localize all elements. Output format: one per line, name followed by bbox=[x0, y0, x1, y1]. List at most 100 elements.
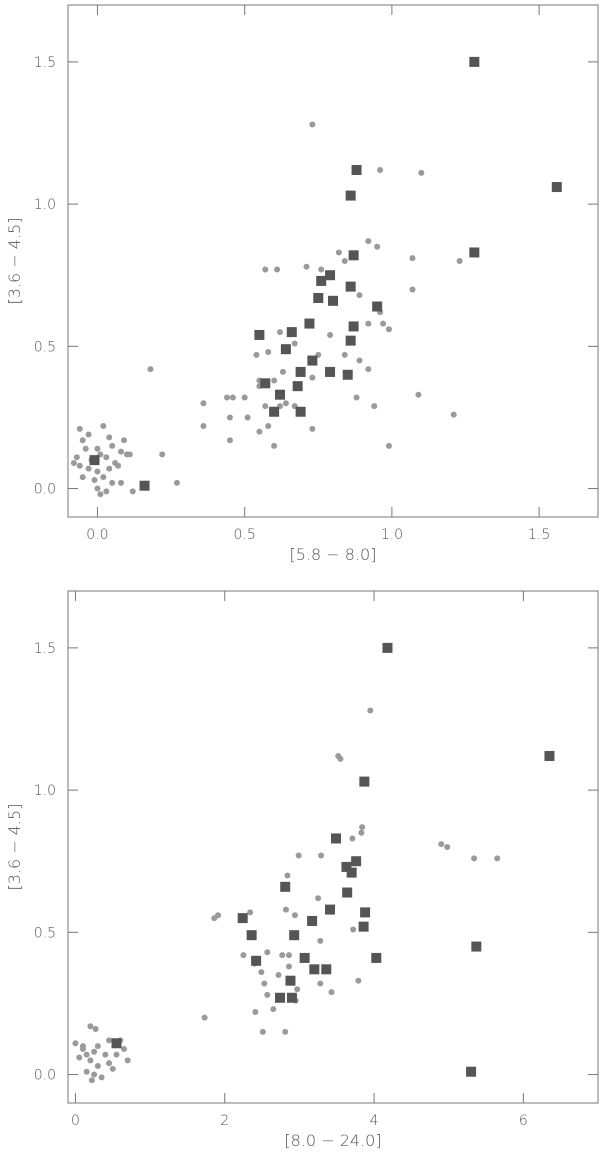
square-point bbox=[348, 321, 359, 332]
circle-point bbox=[471, 855, 478, 862]
circle-point bbox=[262, 403, 269, 410]
square-point bbox=[544, 750, 555, 761]
circle-point bbox=[409, 255, 416, 262]
y-tick-label: 1.0 bbox=[34, 197, 56, 213]
square-point bbox=[348, 250, 359, 261]
circle-point bbox=[113, 1051, 120, 1058]
circle-point bbox=[70, 459, 77, 466]
circle-point bbox=[274, 266, 281, 273]
circle-point bbox=[94, 1043, 101, 1050]
circle-point bbox=[106, 1060, 113, 1067]
circle-point bbox=[277, 329, 283, 336]
circle-point bbox=[315, 895, 322, 902]
circle-point bbox=[201, 1014, 208, 1021]
square-point bbox=[345, 335, 356, 346]
circle-point bbox=[229, 394, 236, 401]
circle-point bbox=[285, 952, 292, 959]
square-point bbox=[111, 1038, 122, 1049]
circle-point bbox=[76, 1054, 83, 1061]
square-point bbox=[246, 930, 257, 941]
square-point bbox=[280, 344, 291, 355]
circle-point bbox=[494, 855, 501, 862]
circle-point bbox=[79, 474, 86, 481]
circle-point bbox=[350, 926, 357, 933]
circle-point bbox=[256, 428, 263, 435]
circle-point bbox=[97, 491, 104, 498]
circle-point bbox=[303, 263, 310, 270]
square-point bbox=[360, 907, 371, 918]
square-point bbox=[328, 295, 338, 306]
circle-point bbox=[76, 425, 83, 432]
circle-point bbox=[100, 422, 107, 429]
circle-point bbox=[109, 479, 116, 486]
circle-point bbox=[438, 841, 445, 848]
x-tick-label: 0 bbox=[71, 1113, 80, 1129]
circle-point bbox=[88, 1077, 95, 1084]
circle-point bbox=[279, 952, 286, 959]
circle-point bbox=[291, 340, 298, 347]
circle-point bbox=[76, 462, 83, 469]
square-point bbox=[316, 275, 327, 286]
square-point bbox=[237, 913, 248, 924]
circle-point bbox=[94, 1063, 101, 1070]
circle-point bbox=[282, 906, 289, 913]
circle-point bbox=[91, 1048, 98, 1055]
circle-point bbox=[109, 442, 116, 449]
circle-point bbox=[371, 403, 378, 410]
square-point bbox=[304, 318, 315, 329]
y-axis-label: [3.6 − 4.5] bbox=[5, 804, 24, 891]
square-point bbox=[346, 867, 357, 878]
square-point bbox=[275, 389, 285, 400]
circle-point bbox=[355, 977, 362, 984]
circle-point bbox=[100, 474, 107, 481]
circle-point bbox=[337, 755, 344, 762]
circle-point bbox=[92, 1026, 99, 1033]
circle-point bbox=[264, 991, 271, 998]
circle-point bbox=[377, 166, 384, 173]
circle-point bbox=[109, 1065, 116, 1072]
plot-frame bbox=[67, 4, 599, 518]
y-tick-label: 1.5 bbox=[34, 55, 56, 71]
circle-point bbox=[444, 844, 451, 850]
circle-point bbox=[102, 1051, 109, 1058]
square-point bbox=[345, 281, 356, 292]
square-point bbox=[341, 861, 352, 872]
square-point bbox=[469, 56, 480, 67]
circle-point bbox=[247, 909, 254, 916]
square-point bbox=[307, 355, 318, 366]
circle-point bbox=[258, 969, 265, 976]
circle-point bbox=[359, 824, 366, 831]
x-tick-label: 1.5 bbox=[528, 527, 550, 543]
y-axis-label: [3.6 − 4.5] bbox=[5, 218, 24, 305]
circle-point bbox=[261, 980, 268, 987]
circle-point bbox=[83, 1051, 90, 1058]
square-point bbox=[260, 378, 271, 389]
circle-point bbox=[318, 266, 325, 273]
circle-point bbox=[356, 357, 363, 364]
square-point bbox=[359, 776, 370, 787]
circle-point bbox=[309, 425, 316, 432]
circle-point bbox=[94, 445, 101, 452]
circle-point bbox=[317, 980, 324, 987]
square-point bbox=[286, 992, 297, 1003]
circle-point bbox=[226, 437, 233, 444]
circle-point bbox=[309, 121, 316, 128]
square-point bbox=[321, 964, 332, 975]
x-axis-label: [5.8 − 8.0] bbox=[290, 545, 377, 564]
y-tick-label: 0.0 bbox=[34, 1068, 56, 1084]
circle-point bbox=[85, 431, 92, 438]
square-point bbox=[295, 406, 306, 417]
circle-point bbox=[98, 1074, 105, 1081]
square-point bbox=[342, 369, 353, 380]
circle-point bbox=[284, 872, 291, 879]
circle-point bbox=[282, 400, 289, 407]
circle-point bbox=[374, 243, 381, 250]
square-point bbox=[309, 964, 320, 975]
square-point bbox=[325, 270, 336, 281]
circle-point bbox=[91, 477, 98, 484]
square-point bbox=[251, 955, 262, 966]
circle-point bbox=[226, 414, 233, 421]
square-point bbox=[307, 915, 318, 926]
square-point bbox=[382, 642, 393, 653]
square-point bbox=[466, 1066, 477, 1077]
